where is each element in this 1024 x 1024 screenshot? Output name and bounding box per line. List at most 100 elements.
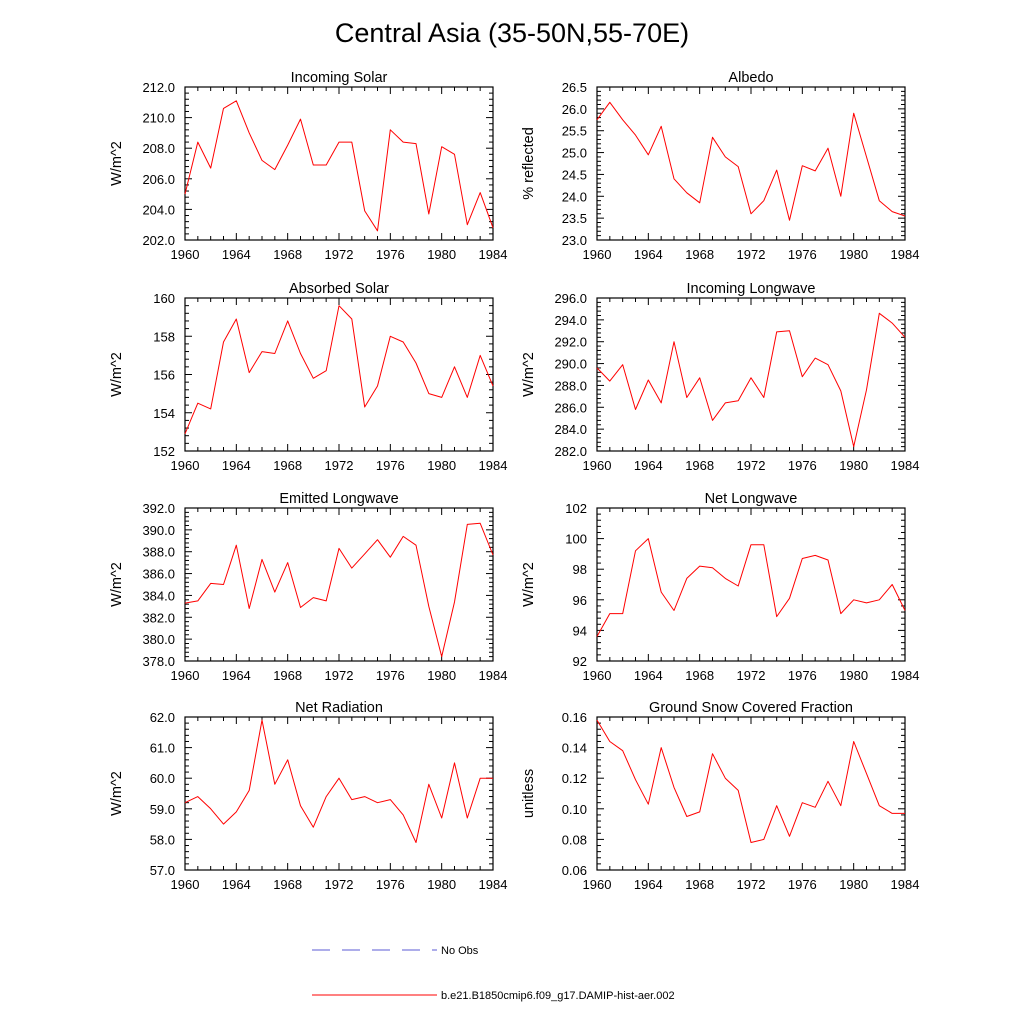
plot-frame	[184, 297, 494, 452]
chart-panel-incoming-longwave: Incoming Longwave W/m^2 1960 1964 1968 1972 19…	[521, 281, 919, 473]
x-tick-label: 1976	[376, 458, 405, 473]
x-tick-label: 1964	[222, 247, 251, 262]
chart-panel-emitted-longwave: Emitted Longwave W/m^2 1960 1964 1968 1972 197…	[109, 491, 507, 683]
y-tick-label: 24.0	[562, 189, 587, 204]
y-tick-label: 206.0	[142, 172, 175, 187]
series-line	[596, 312, 906, 448]
y-tick-label: 202.0	[142, 233, 175, 248]
x-tick-label: 1964	[222, 458, 251, 473]
x-tick-label: 1960	[583, 877, 612, 892]
plot-frame	[596, 86, 906, 241]
y-tick-label: 94	[573, 623, 587, 638]
x-tick-label: 1980	[427, 247, 456, 262]
y-axis-label: W/m^2	[521, 562, 537, 607]
y-tick-label: 0.14	[562, 741, 587, 756]
y-tick-label: 158	[153, 329, 175, 344]
y-tick-label: 388.0	[142, 545, 175, 560]
y-tick-label: 0.06	[562, 863, 587, 878]
y-tick-label: 98	[573, 562, 587, 577]
x-tick-label: 1976	[788, 668, 817, 683]
y-tick-label: 156	[153, 368, 175, 383]
y-tick-label: 284.0	[554, 422, 587, 437]
x-tick-label: 1980	[839, 877, 868, 892]
y-tick-label: 290.0	[554, 357, 587, 372]
series-line	[184, 305, 494, 434]
legend: No Obs b.e21.B1850cmip6.f09_g17.DAMIP-his…	[312, 945, 675, 1002]
y-axis-label: unitless	[521, 769, 537, 818]
plot-frame	[184, 507, 494, 662]
x-tick-label: 1984	[891, 668, 920, 683]
y-tick-label: 286.0	[554, 400, 587, 415]
x-tick-label: 1976	[376, 668, 405, 683]
x-tick-label: 1976	[376, 877, 405, 892]
y-tick-label: 62.0	[150, 710, 175, 725]
panels: Incoming Solar W/m^2 1960 1964 1968 1972 1976 1…	[109, 70, 919, 892]
y-tick-label: 24.5	[562, 167, 587, 182]
y-tick-label: 208.0	[142, 141, 175, 156]
figure-title: Central Asia (35-50N,55-70E)	[335, 18, 689, 48]
y-tick-label: 96	[573, 593, 587, 608]
x-tick-label: 1972	[325, 458, 354, 473]
x-tick-label: 1968	[273, 247, 302, 262]
y-tick-label: 61.0	[150, 741, 175, 756]
x-tick-label: 1984	[479, 877, 508, 892]
y-axis-label: W/m^2	[521, 352, 537, 397]
x-tick-label: 1980	[427, 877, 456, 892]
y-tick-label: 382.0	[142, 610, 175, 625]
x-tick-label: 1976	[788, 458, 817, 473]
x-tick-label: 1960	[583, 247, 612, 262]
x-tick-label: 1972	[325, 877, 354, 892]
chart-title: Incoming Solar	[291, 70, 388, 86]
y-tick-label: 288.0	[554, 378, 587, 393]
chart-title: Emitted Longwave	[279, 491, 398, 507]
y-tick-label: 26.5	[562, 80, 587, 95]
x-tick-label: 1972	[737, 458, 766, 473]
x-tick-label: 1964	[634, 877, 663, 892]
legend-label: b.e21.B1850cmip6.f09_g17.DAMIP-hist-aer.…	[441, 990, 675, 1002]
y-tick-label: 212.0	[142, 80, 175, 95]
y-tick-label: 23.0	[562, 233, 587, 248]
x-tick-label: 1972	[325, 247, 354, 262]
y-tick-label: 210.0	[142, 111, 175, 126]
x-tick-label: 1972	[737, 877, 766, 892]
x-tick-label: 1984	[479, 668, 508, 683]
x-tick-label: 1984	[891, 877, 920, 892]
x-tick-label: 1976	[376, 247, 405, 262]
chart-panel-ground-snow-covered-fraction: Ground Snow Covered Fraction unitless 1960…	[521, 700, 919, 892]
chart-panel-net-longwave: Net Longwave W/m^2 1960 1964 1968 1972 1976 198…	[521, 491, 919, 683]
y-axis-label: W/m^2	[109, 771, 125, 816]
x-tick-label: 1984	[479, 458, 508, 473]
series-line	[184, 100, 494, 232]
chart-panel-absorbed-solar: Absorbed Solar W/m^2 1960 1964 1968 1972 1976 1…	[109, 281, 507, 473]
x-tick-label: 1972	[325, 668, 354, 683]
y-tick-label: 23.5	[562, 211, 587, 226]
y-axis-label: W/m^2	[109, 141, 125, 186]
x-tick-label: 1960	[171, 668, 200, 683]
series-line	[596, 538, 906, 637]
y-tick-label: 25.5	[562, 124, 587, 139]
x-tick-label: 1980	[427, 668, 456, 683]
y-tick-label: 160	[153, 291, 175, 306]
x-tick-label: 1964	[222, 877, 251, 892]
x-tick-label: 1964	[222, 668, 251, 683]
plot-frame	[184, 716, 494, 871]
y-tick-label: 392.0	[142, 501, 175, 516]
chart-title: Net Radiation	[295, 700, 383, 716]
series-line	[596, 719, 905, 843]
chart-title: Incoming Longwave	[687, 281, 816, 297]
chart-panel-net-radiation: Net Radiation W/m^2 1960 1964 1968 1972 1976 19…	[109, 700, 507, 892]
y-tick-label: 92	[573, 654, 587, 669]
x-tick-label: 1960	[171, 458, 200, 473]
y-tick-label: 57.0	[150, 863, 175, 878]
y-tick-label: 296.0	[554, 291, 587, 306]
y-axis-label: W/m^2	[109, 352, 125, 397]
y-tick-label: 380.0	[142, 632, 175, 647]
x-tick-label: 1964	[634, 668, 663, 683]
x-tick-label: 1984	[891, 247, 920, 262]
y-tick-label: 102	[565, 501, 587, 516]
x-tick-label: 1968	[685, 458, 714, 473]
x-tick-label: 1968	[273, 458, 302, 473]
plot-frame	[184, 86, 494, 241]
y-tick-label: 386.0	[142, 567, 175, 582]
